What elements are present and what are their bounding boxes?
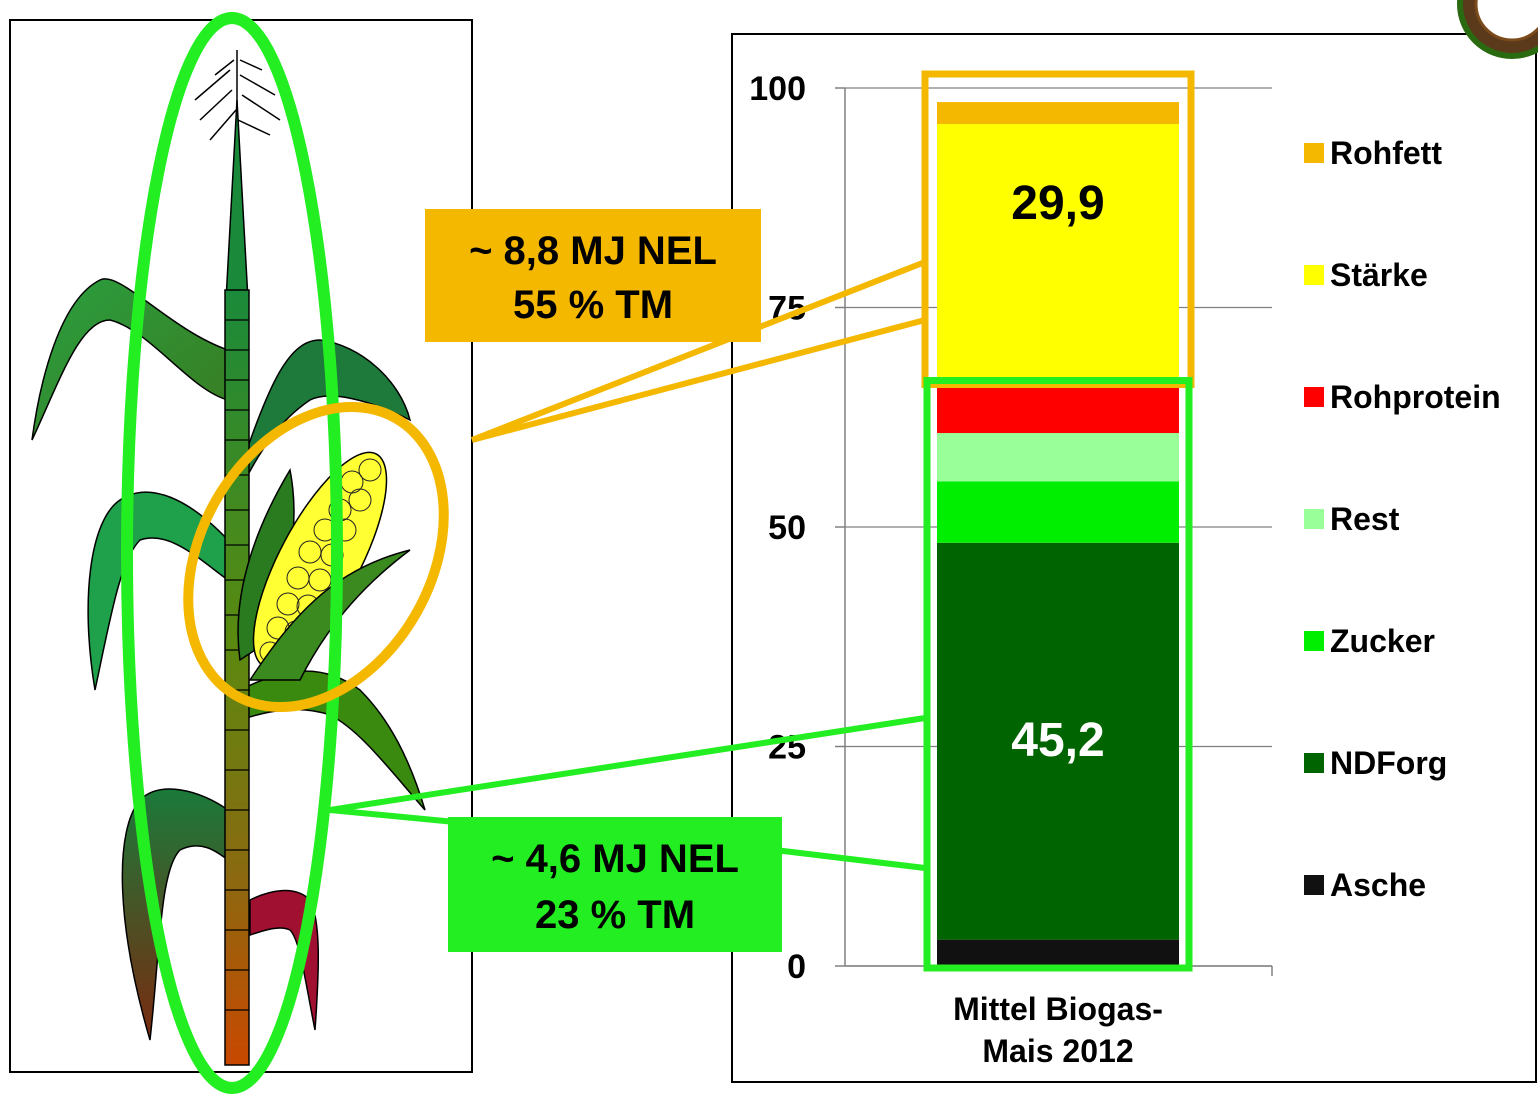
cob-highlight <box>183 401 449 713</box>
callout-green-line1: ~ 4,6 MJ NEL <box>491 837 739 881</box>
bar-segment-rest <box>937 433 1179 482</box>
legend-swatch <box>1304 509 1324 529</box>
data-label-ndforg: 45,2 <box>1011 714 1104 767</box>
y-tick-label: 0 <box>787 948 806 986</box>
connector-orange-lower <box>471 317 926 443</box>
connector-green <box>329 715 926 813</box>
callout-green-line2: 23 % TM <box>535 893 695 937</box>
legend-label: Rest <box>1330 501 1400 537</box>
legend-swatch <box>1304 875 1324 895</box>
whole-plant-highlight <box>121 12 343 1094</box>
callout-green: ~ 4,6 MJ NEL 23 % TM <box>329 715 926 952</box>
category-label-line: Mais 2012 <box>982 1033 1133 1069</box>
outline-kolben <box>921 70 1195 389</box>
bar-segment-strke <box>937 123 1179 387</box>
legend-swatch <box>1304 143 1324 163</box>
legend-swatch <box>1304 753 1324 773</box>
y-tick-label: 50 <box>768 509 806 547</box>
legend-label: Asche <box>1330 867 1426 903</box>
legend-label: Stärke <box>1330 257 1428 293</box>
data-label-strke: 29,9 <box>1011 177 1104 230</box>
y-tick-label: 25 <box>768 729 806 767</box>
corn-cob-icon <box>237 451 411 681</box>
connector-green-box <box>774 847 926 871</box>
legend-swatch <box>1304 387 1324 407</box>
bar-segment-zucker <box>937 481 1179 543</box>
callout-box-orange <box>425 209 761 342</box>
bar-group-outlines <box>921 70 1195 972</box>
bar-segment-rohprotein <box>937 386 1179 434</box>
legend-label: Rohprotein <box>1330 379 1501 415</box>
data-labels: 45,2 29,9 <box>1011 177 1104 767</box>
outline-pflanze <box>923 377 1193 972</box>
connector-green-lower <box>329 807 456 825</box>
callout-orange: ~ 8,8 MJ NEL 55 % TM <box>425 209 927 443</box>
callout-orange-line2: 55 % TM <box>513 283 673 327</box>
legend: Rohfett Stärke Rohprotein Rest Zucker NDForg A… <box>1304 135 1501 903</box>
legend-label: Zucker <box>1330 623 1435 659</box>
callout-orange-line1: ~ 8,8 MJ NEL <box>469 229 717 273</box>
bar-segment-ndforg <box>937 542 1179 940</box>
stalk-segments <box>224 289 250 1066</box>
connector-orange <box>470 259 927 443</box>
category-labels: Mittel Biogas- Mais 2012 <box>953 991 1163 1069</box>
legend-label: NDForg <box>1330 745 1447 781</box>
callout-box-green <box>448 817 782 952</box>
stacked-bar <box>937 102 1179 966</box>
bar-segment-asche <box>937 939 1179 966</box>
bar-segment-rohfett <box>937 102 1179 124</box>
logo-seal <box>1457 0 1538 59</box>
y-tick-label: 100 <box>749 70 806 108</box>
plant-illustration <box>9 12 473 1094</box>
legend-swatch <box>1304 631 1324 651</box>
legend-label: Rohfett <box>1330 135 1442 171</box>
category-label-line: Mittel Biogas- <box>953 991 1163 1027</box>
legend-swatch <box>1304 265 1324 285</box>
